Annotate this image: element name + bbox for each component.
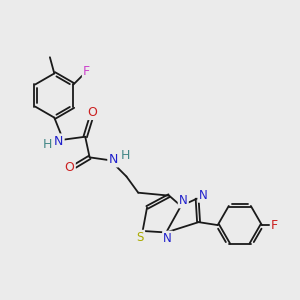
Text: F: F xyxy=(271,219,278,232)
Text: S: S xyxy=(136,231,144,244)
Text: H: H xyxy=(120,148,130,161)
Text: O: O xyxy=(88,106,98,119)
Text: N: N xyxy=(54,135,63,148)
Text: N: N xyxy=(179,194,188,207)
Text: N: N xyxy=(163,232,172,245)
Text: F: F xyxy=(83,65,90,78)
Text: N: N xyxy=(109,153,118,166)
Text: N: N xyxy=(199,188,207,202)
Text: H: H xyxy=(42,139,52,152)
Text: O: O xyxy=(65,161,75,174)
